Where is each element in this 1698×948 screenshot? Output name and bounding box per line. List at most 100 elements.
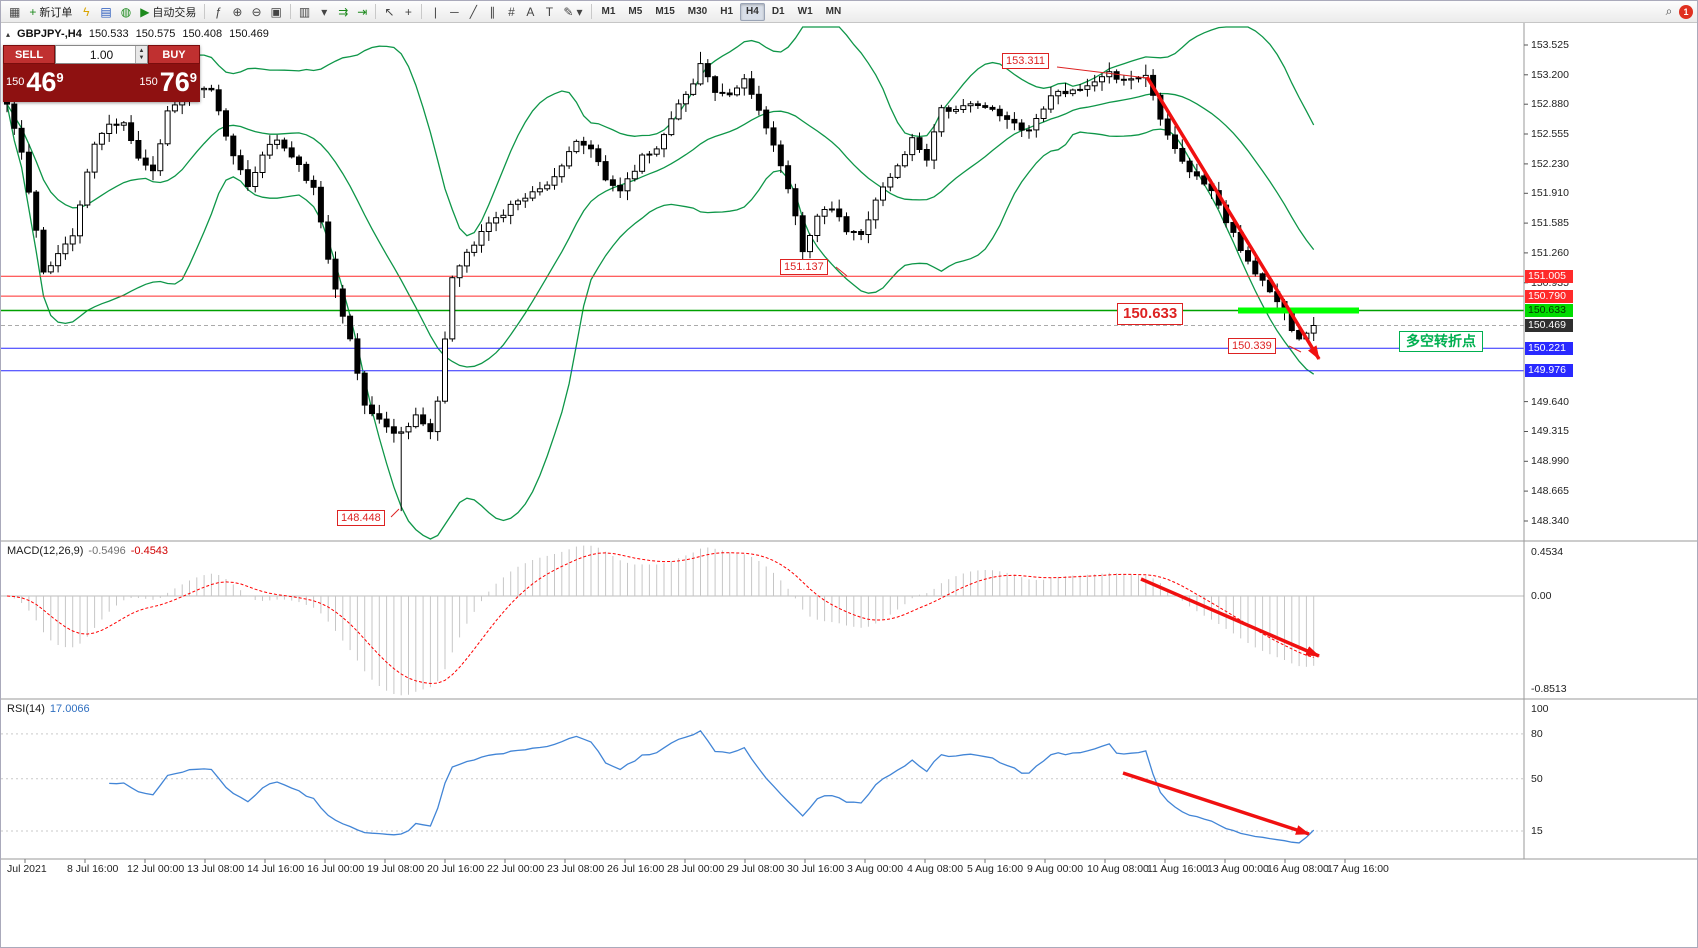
time-axis-label: 20 Jul 16:00 xyxy=(427,863,485,875)
price-callout-150633[interactable]: 150.633 xyxy=(1117,303,1184,325)
time-axis-label: 13 Aug 00:00 xyxy=(1207,863,1269,875)
rsi-name: RSI(14) xyxy=(7,703,45,715)
new-order-icon: + xyxy=(29,4,37,19)
price-tick: 152.880 xyxy=(1531,98,1569,110)
trendline-icon[interactable]: ╱ xyxy=(469,4,478,19)
quote-low: 150.408 xyxy=(182,28,223,40)
quote-header: ▴ GBPJPY-,H4 150.533 150.575 150.408 150… xyxy=(6,28,269,40)
turning-point-annotation[interactable]: 多空转折点 xyxy=(1399,331,1483,352)
toolbar-separator xyxy=(590,4,592,19)
timeframe-button-m30[interactable]: M30 xyxy=(687,6,708,17)
price-tick: 149.640 xyxy=(1531,396,1569,408)
timeframe-button-h1[interactable]: H1 xyxy=(720,6,734,17)
time-axis-label: 23 Jul 08:00 xyxy=(547,863,605,875)
time-axis-label: 9 Aug 00:00 xyxy=(1027,863,1084,875)
rsi-value: 17.0066 xyxy=(49,703,90,715)
text-icon[interactable]: A xyxy=(526,4,535,19)
chart-shift-icon[interactable]: ⇥ xyxy=(357,4,368,19)
toolbar-separator xyxy=(375,4,377,19)
time-axis-label: 10 Aug 08:00 xyxy=(1087,863,1149,875)
price-tick: 151.910 xyxy=(1531,187,1569,199)
volume-value: 1.00 xyxy=(89,47,114,62)
price-callout-153311[interactable]: 153.311 xyxy=(1002,53,1049,69)
timeframe-button-h4[interactable]: H4 xyxy=(740,2,765,21)
price-badge: 150.633 xyxy=(1525,304,1573,317)
price-tick: 152.230 xyxy=(1531,158,1569,170)
timeframe-group: M1 M5 M15 M30 H1 H4 D1 W1 MN xyxy=(596,2,848,21)
sell-price-sup: 9 xyxy=(56,70,64,85)
toolbar-separator xyxy=(289,4,291,19)
price-tick: 152.555 xyxy=(1531,128,1569,140)
timeframe-button-d1[interactable]: D1 xyxy=(771,6,785,17)
buy-price[interactable]: 150 76 9 xyxy=(102,64,201,102)
time-axis-label: 26 Jul 16:00 xyxy=(607,863,665,875)
volume-spinner[interactable]: ▲ ▼ xyxy=(135,46,147,63)
chart-window-icon[interactable]: ▦ xyxy=(9,4,21,19)
search-icon[interactable]: ⌕ xyxy=(1665,4,1673,18)
quote-high: 150.575 xyxy=(135,28,176,40)
buy-button[interactable]: BUY xyxy=(148,45,200,64)
zoom-in-icon[interactable]: ⊕ xyxy=(232,4,243,19)
macd-signal-value: -0.4543 xyxy=(130,545,169,557)
sell-price-prefix: 150 xyxy=(6,76,25,88)
spinner-down-icon[interactable]: ▼ xyxy=(138,54,145,61)
new-order-button[interactable]: + 新订单 xyxy=(25,3,76,21)
time-axis-label: 29 Jul 08:00 xyxy=(727,863,785,875)
rsi-label: RSI(14) 17.0066 xyxy=(7,703,90,715)
time-axis-label: 5 Aug 16:00 xyxy=(967,863,1024,875)
macd-name: MACD(12,26,9) xyxy=(7,545,84,557)
profiles-icon[interactable]: ▾ xyxy=(321,4,328,19)
price-tick: 151.585 xyxy=(1531,217,1569,229)
price-callout-151137[interactable]: 151.137 xyxy=(780,259,828,275)
vertical-line-icon[interactable]: | xyxy=(433,4,437,19)
time-axis-label: 19 Jul 08:00 xyxy=(367,863,425,875)
price-callout-150339[interactable]: 150.339 xyxy=(1228,338,1276,354)
notification-badge[interactable]: 1 xyxy=(1679,4,1693,19)
new-chart-icon[interactable]: ▥ xyxy=(298,4,311,19)
crosshair-icon[interactable]: + xyxy=(404,4,412,19)
market-watch-icon[interactable]: ▤ xyxy=(100,4,112,19)
toolbar-separator xyxy=(204,4,206,19)
timeframe-button-m1[interactable]: M1 xyxy=(601,6,616,17)
timeframe-button-w1[interactable]: W1 xyxy=(797,6,813,17)
time-axis-label: 3 Aug 00:00 xyxy=(847,863,904,875)
arrows-dropdown[interactable]: ✎ ▾ xyxy=(559,3,586,21)
fibonacci-icon[interactable]: # xyxy=(508,4,515,19)
zoom-out-icon[interactable]: ⊖ xyxy=(251,4,262,19)
price-tick: 153.525 xyxy=(1531,39,1569,51)
quote-close: 150.469 xyxy=(229,28,269,40)
collapse-icon[interactable]: ▴ xyxy=(6,29,11,39)
timeframe-button-m5[interactable]: M5 xyxy=(628,6,643,17)
rsi-axis-label: 50 xyxy=(1531,773,1543,785)
globe-icon[interactable]: ◍ xyxy=(120,4,132,19)
price-tick: 148.665 xyxy=(1531,485,1569,497)
time-axis-label: 30 Jul 16:00 xyxy=(787,863,845,875)
cursor-icon[interactable]: ↖ xyxy=(384,4,395,19)
timeframe-button-mn[interactable]: MN xyxy=(825,6,842,17)
symbol-period: GBPJPY-,H4 xyxy=(17,28,82,40)
time-axis-label: 14 Jul 16:00 xyxy=(247,863,305,875)
time-axis-label: 17 Aug 16:00 xyxy=(1327,863,1389,875)
tile-windows-icon[interactable]: ▣ xyxy=(270,4,282,19)
toolbar-separator xyxy=(421,4,423,19)
price-callout-148448[interactable]: 148.448 xyxy=(337,510,385,526)
channel-icon[interactable]: ∥ xyxy=(489,4,496,19)
autotrade-label: 自动交易 xyxy=(152,6,197,19)
volume-input[interactable]: 1.00 ▲ ▼ xyxy=(55,45,148,64)
label-icon[interactable]: T xyxy=(545,4,554,19)
sell-price[interactable]: 150 46 9 xyxy=(3,64,102,102)
autoscroll-icon[interactable]: ⇉ xyxy=(338,4,349,19)
time-axis-label: 13 Jul 08:00 xyxy=(187,863,245,875)
macd-label: MACD(12,26,9) -0.5496 -0.4543 xyxy=(7,545,168,557)
autotrade-button[interactable]: ▶ 自动交易 xyxy=(136,3,200,21)
price-tick: 148.340 xyxy=(1531,515,1569,527)
spinner-up-icon[interactable]: ▲ xyxy=(138,47,145,54)
lightning-icon[interactable]: ϟ xyxy=(83,4,90,19)
price-badge: 150.469 xyxy=(1525,319,1573,332)
price-tick: 148.990 xyxy=(1531,455,1569,467)
indicators-icon[interactable]: ƒ xyxy=(215,4,222,19)
horizontal-line-icon[interactable]: ─ xyxy=(450,4,459,19)
timeframe-button-m15[interactable]: M15 xyxy=(655,6,675,17)
sell-button[interactable]: SELL xyxy=(3,45,55,64)
